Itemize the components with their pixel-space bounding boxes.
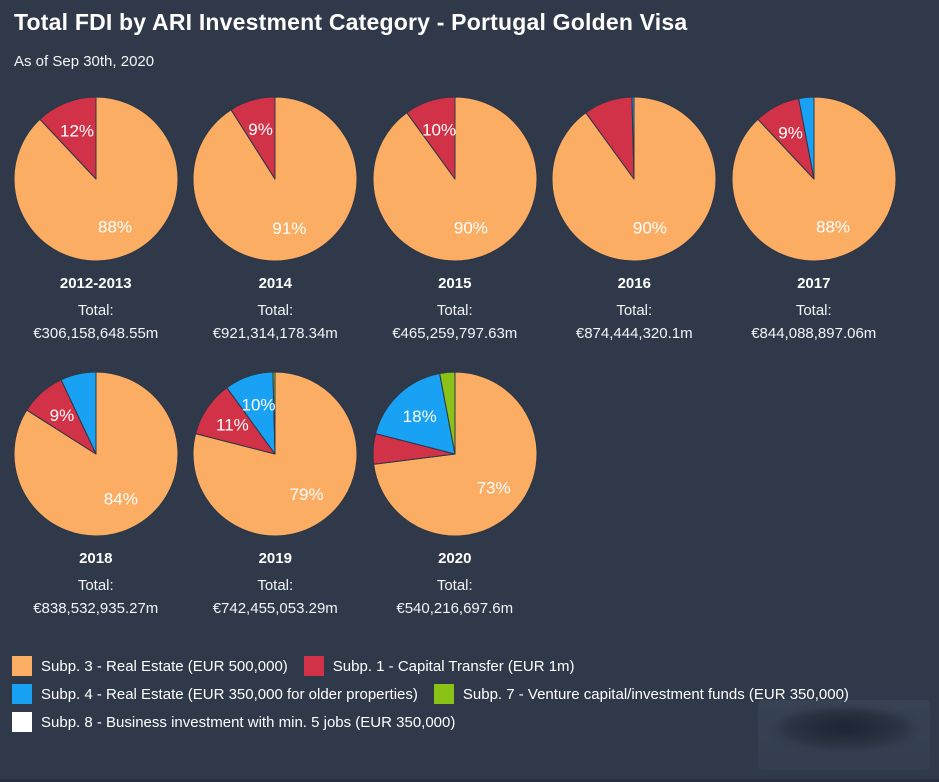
pie-slice-subp1[interactable]: [39, 96, 97, 180]
slice-percent-label: 10%: [242, 396, 276, 415]
legend-item-subp3[interactable]: Subp. 3 - Real Estate (EUR 500,000): [12, 656, 288, 676]
pie-chart-2014: 91% 9%: [192, 96, 358, 262]
pie-2016: 90% 2016 Total: €874,444,320.1m: [545, 96, 725, 342]
legend: Subp. 3 - Real Estate (EUR 500,000) Subp.…: [12, 656, 865, 740]
pie-slice-subp3[interactable]: [13, 371, 179, 537]
pie-2020: 73% 18% 2020 Total: €540,216,697.6m: [365, 371, 545, 617]
legend-swatch-subp7: [433, 684, 454, 704]
pie-row-2: 84% 9% 2018 Total: €838,532,935.27m 79% 11% 10%…: [6, 371, 545, 617]
pie-slice-subp7[interactable]: [438, 371, 456, 455]
pie-year-label: 2020: [438, 550, 472, 567]
pie-year-label: 2019: [258, 550, 292, 567]
slice-percent-label: 73%: [476, 479, 510, 498]
legend-item-subp8[interactable]: Subp. 8 - Business investment with min. …: [12, 712, 455, 732]
pie-total-label: Total:: [436, 577, 473, 594]
slice-percent-label: 9%: [778, 124, 803, 143]
pie-total-value: €540,216,697.6m: [396, 600, 514, 617]
chart-subtitle: As of Sep 30th, 2020: [14, 53, 155, 70]
pie-2012-2013: 88% 12% 2012-2013 Total: €306,158,648.55m: [6, 96, 186, 342]
legend-row: Subp. 3 - Real Estate (EUR 500,000) Subp.…: [12, 656, 865, 676]
pie-2017: 88% 9% 2017 Total: €844,088,897.06m: [724, 96, 904, 342]
pie-2018: 84% 9% 2018 Total: €838,532,935.27m: [6, 371, 186, 617]
slice-percent-label: 11%: [216, 416, 249, 435]
pie-chart-2015: 90% 10%: [372, 96, 538, 262]
pie-slice-subp4[interactable]: [374, 372, 456, 455]
slice-percent-label: 9%: [249, 120, 274, 139]
legend-label: Subp. 3 - Real Estate (EUR 500,000): [41, 657, 288, 675]
watermark-blur: [758, 700, 930, 770]
slice-percent-label: 9%: [49, 406, 74, 425]
slice-percent-label: 79%: [290, 485, 324, 504]
legend-swatch-subp4: [12, 684, 32, 704]
pie-year-label: 2016: [617, 275, 651, 292]
pie-slice-subp4[interactable]: [797, 96, 815, 180]
legend-label: Subp. 8 - Business investment with min. …: [41, 713, 456, 731]
pie-2015: 90% 10% 2015 Total: €465,259,797.63m: [365, 96, 545, 342]
legend-item-subp4[interactable]: Subp. 4 - Real Estate (EUR 350,000 for o…: [12, 684, 418, 704]
pie-slice-subp3[interactable]: [192, 96, 358, 262]
pie-total-value: €306,158,648.55m: [33, 325, 159, 342]
pie-chart-2018: 84% 9%: [13, 371, 179, 537]
pie-total-label: Total:: [795, 302, 832, 319]
slice-percent-label: 10%: [422, 121, 456, 140]
pie-total-value: €844,088,897.06m: [751, 325, 877, 342]
pie-2019: 79% 11% 10% 2019 Total: €742,455,053.29m: [186, 371, 366, 617]
legend-label: Subp. 4 - Real Estate (EUR 350,000 for o…: [41, 685, 418, 703]
pie-slice-subp1[interactable]: [406, 96, 456, 180]
pie-year-label: 2015: [438, 275, 472, 292]
pie-chart-2012-2013: 88% 12%: [13, 96, 179, 262]
chart-title: Total FDI by ARI Investment Category - P…: [14, 9, 688, 35]
pie-year-label: 2018: [79, 550, 113, 567]
legend-row: Subp. 4 - Real Estate (EUR 350,000 for o…: [12, 684, 865, 704]
pie-total-label: Total:: [77, 577, 114, 594]
slice-percent-label: 18%: [402, 407, 436, 426]
pie-total-label: Total:: [257, 577, 294, 594]
pie-total-value: €921,314,178.34m: [212, 325, 338, 342]
legend-label: Subp. 1 - Capital Transfer (EUR 1m): [332, 657, 575, 675]
pie-row-1: 88% 12% 2012-2013 Total: €306,158,648.55m 91%…: [6, 96, 904, 342]
pie-slice-subp7[interactable]: [272, 371, 276, 455]
pie-chart-2017: 88% 9%: [731, 96, 897, 262]
pie-year-label: 2012-2013: [59, 275, 132, 292]
slice-percent-label: 88%: [98, 217, 132, 236]
pie-total-label: Total:: [257, 302, 294, 319]
legend-label: Subp. 7 - Venture capital/investment fun…: [462, 685, 849, 703]
pie-year-label: 2017: [797, 275, 831, 292]
pie-total-value: €838,532,935.27m: [33, 600, 159, 617]
legend-swatch-subp3: [12, 656, 32, 676]
pie-total-label: Total:: [77, 302, 114, 319]
legend-swatch-subp8: [12, 712, 32, 732]
pie-slice-subp1[interactable]: [230, 96, 276, 180]
pie-total-value: €742,455,053.29m: [212, 600, 338, 617]
pie-total-label: Total:: [616, 302, 653, 319]
slice-percent-label: 90%: [454, 219, 488, 238]
slice-percent-label: 90%: [633, 219, 667, 238]
slice-percent-label: 88%: [816, 217, 850, 236]
legend-swatch-subp1: [303, 656, 324, 676]
slice-percent-label: 84%: [104, 490, 138, 509]
pie-chart-2020: 73% 18%: [372, 371, 538, 537]
pie-total-value: €465,259,797.63m: [392, 325, 518, 342]
pie-slice-subp4[interactable]: [60, 371, 97, 455]
pie-year-label: 2014: [258, 275, 292, 292]
legend-row: Subp. 8 - Business investment with min. …: [12, 712, 865, 732]
slice-percent-label: 91%: [273, 219, 307, 238]
legend-item-subp7[interactable]: Subp. 7 - Venture capital/investment fun…: [433, 684, 849, 704]
pie-2014: 91% 9% 2014 Total: €921,314,178.34m: [186, 96, 366, 342]
slice-percent-label: 12%: [60, 122, 94, 141]
pie-chart-2016: 90%: [551, 96, 717, 262]
pie-total-value: €874,444,320.1m: [575, 325, 693, 342]
pie-total-label: Total:: [436, 302, 473, 319]
pie-slice-subp4[interactable]: [631, 96, 635, 180]
bottom-edge-bar: [0, 779, 939, 782]
pie-chart-2019: 79% 11%10%: [192, 371, 358, 537]
legend-item-subp1[interactable]: Subp. 1 - Capital Transfer (EUR 1m): [303, 656, 575, 676]
